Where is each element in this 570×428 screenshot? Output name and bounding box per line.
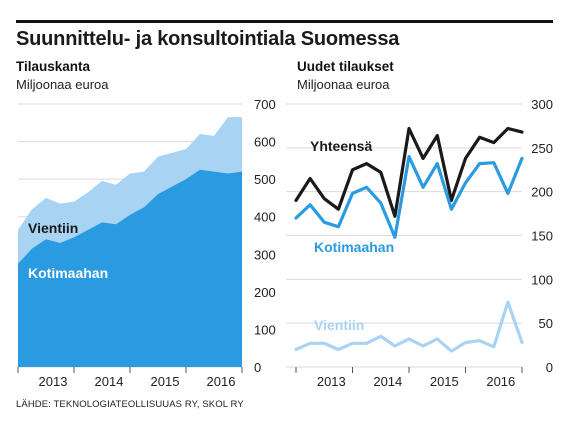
y-tick-label: 100 xyxy=(531,272,553,287)
source-note: LÄHDE: TEKNOLOGIATEOLLISUUAS RY, SKOL RY xyxy=(16,399,244,410)
series-label-kotimaahan: Kotimaahan xyxy=(28,265,108,281)
line-vientiin xyxy=(294,300,524,353)
x-tick-label: 2016 xyxy=(486,374,515,389)
line-kotimaahan xyxy=(294,155,524,239)
y-tick-label: 0 xyxy=(254,360,261,375)
series-label-vientiin: Vientiin xyxy=(28,220,78,236)
page-title: Suunnittelu- ja konsultointiala Suomessa xyxy=(16,28,400,50)
y-tick-label: 50 xyxy=(539,316,553,331)
y-tick-label: 150 xyxy=(531,229,553,244)
x-tick-label: 2014 xyxy=(373,374,402,389)
y-tick-label: 600 xyxy=(254,135,276,150)
x-tick-label: 2013 xyxy=(39,374,68,389)
chart-unit: Miljoonaa euroa xyxy=(16,77,109,92)
x-tick-label: 2016 xyxy=(207,374,236,389)
title-rule xyxy=(16,20,553,23)
x-tick-label: 2013 xyxy=(317,374,346,389)
y-tick-label: 300 xyxy=(531,97,553,112)
y-tick-label: 700 xyxy=(254,97,276,112)
chart-unit: Miljoonaa euroa xyxy=(297,77,390,92)
y-tick-label: 500 xyxy=(254,172,276,187)
x-tick-label: 2015 xyxy=(151,374,180,389)
line-yhteensa xyxy=(294,126,524,218)
series-label-yhteensa: Yhteensä xyxy=(310,138,372,154)
y-tick-label: 250 xyxy=(531,141,553,156)
x-tick-label: 2014 xyxy=(95,374,124,389)
y-tick-label: 100 xyxy=(254,322,276,337)
area-kotimaahan xyxy=(18,169,242,367)
series-label-vientiin: Vientiin xyxy=(314,317,364,333)
chart-title: Uudet tilaukset xyxy=(297,59,394,74)
chart-title: Tilauskanta xyxy=(16,59,91,74)
x-tick-label: 2015 xyxy=(430,374,459,389)
y-tick-label: 300 xyxy=(254,247,276,262)
y-tick-label: 200 xyxy=(254,285,276,300)
y-tick-label: 0 xyxy=(546,360,553,375)
y-tick-label: 400 xyxy=(254,210,276,225)
series-label-kotimaahan: Kotimaahan xyxy=(314,239,394,255)
y-tick-label: 200 xyxy=(531,185,553,200)
